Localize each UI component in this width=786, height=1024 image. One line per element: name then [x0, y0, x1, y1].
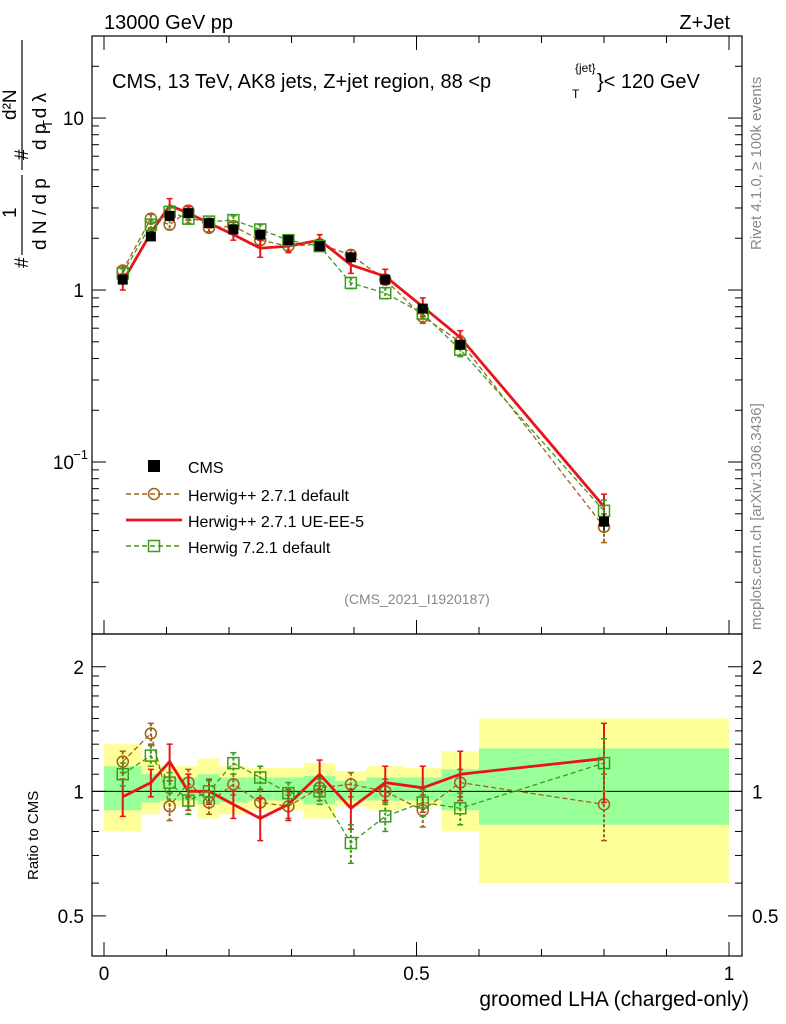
cms-data-point — [117, 274, 128, 285]
data-point-square — [597, 756, 611, 770]
cms-data-point — [204, 218, 214, 229]
cms-data-point — [183, 208, 194, 219]
ratio-data-layer — [116, 722, 611, 865]
ratio-y-tick-label: 0.5 — [58, 907, 84, 928]
cms-data-point — [228, 224, 239, 235]
data-point-square — [182, 794, 195, 807]
header-right: Z+Jet — [679, 12, 730, 34]
main-title-superscript: {jet} — [575, 61, 596, 75]
legend: CMS Herwig++ 2.7.1 default Herwig++ 2.7.1 … — [126, 460, 364, 557]
ratio-y-tick-label-right: 2 — [752, 658, 763, 679]
ratio-herwig-2-7-1-ue-ee-5-line — [122, 757, 605, 821]
y-label-hash-1: # — [12, 257, 33, 268]
mcplots-label: mcplots.cern.ch [arXiv:1306.3436] — [748, 403, 765, 630]
ratio-y-tick-label: 1 — [73, 782, 84, 803]
data-point-square — [344, 276, 358, 290]
x-tick-label: 0 — [99, 964, 110, 985]
y-tick-label: 10 — [63, 109, 84, 130]
cms-data-point — [145, 231, 156, 242]
ratio-y-tick-label-right: 1 — [752, 782, 763, 803]
data-point-square — [313, 239, 326, 253]
data-point-square — [227, 756, 240, 770]
legend-label: CMS — [188, 460, 224, 477]
cms-data-point — [255, 229, 266, 240]
legend-label: Herwig 7.2.1 default — [188, 540, 331, 557]
x-tick-label: 0.5 — [403, 964, 429, 985]
data-point-square — [313, 785, 326, 798]
data-point-square — [163, 776, 176, 789]
legend-label: Herwig++ 2.7.1 UE-EE-5 — [188, 514, 364, 531]
cms-data-point — [345, 252, 356, 263]
data-point-square — [416, 796, 429, 809]
ratio-y-tick-label-right: 0.5 — [752, 907, 778, 928]
rivet-version-label: Rivet 4.1.0, ≥ 100k events — [748, 77, 765, 250]
y-tick-label: 10 — [53, 453, 74, 474]
main-title-tail: }< 120 GeV — [597, 71, 701, 93]
data-point-square — [116, 767, 129, 781]
data-point-square — [254, 771, 267, 784]
main-title-text: CMS, 13 TeV, AK8 jets, Z+jet region, 88 … — [112, 71, 491, 93]
y-label-one: 1 — [0, 207, 21, 218]
data-point-square — [282, 786, 295, 800]
data-point-square — [144, 749, 158, 762]
legend-label: Herwig++ 2.7.1 default — [188, 488, 350, 505]
y-tick-exponent: −1 — [73, 447, 88, 462]
y-label-denominator: d N / d p — [30, 178, 51, 250]
analysis-id: (CMS_2021_I1920187) — [344, 591, 490, 607]
cms-data-point — [164, 210, 175, 221]
cms-data-point — [314, 241, 325, 252]
main-y-axis-label: # 1 d N / d p # d²N d p d λ T — [0, 40, 55, 268]
main-title: CMS, 13 TeV, AK8 jets, Z+jet region, 88 … — [112, 61, 701, 101]
data-point-square — [379, 810, 392, 823]
data-point-square — [379, 286, 392, 300]
y-label-d-pt-dl: d p d λ — [30, 92, 51, 150]
main-title-subscript: T — [572, 87, 580, 101]
cms-data-point — [283, 235, 294, 246]
ratio-y-tick-label: 2 — [73, 658, 84, 679]
cms-data-point — [455, 339, 466, 350]
data-point-circle — [147, 487, 161, 501]
y-tick-label: 1 — [73, 281, 84, 302]
header-left: 13000 GeV pp — [104, 12, 233, 34]
data-point-circle — [144, 727, 158, 740]
legend-marker-cms — [148, 460, 160, 472]
main-data-layer — [116, 197, 611, 544]
cms-data-point — [380, 274, 391, 285]
data-point-square — [344, 836, 358, 850]
data-point-square — [147, 539, 161, 553]
herwig-2-7-1-default-line — [122, 209, 605, 528]
x-axis-label: groomed LHA (charged-only) — [479, 988, 749, 1011]
y-label-T: T — [40, 120, 55, 128]
data-point-square — [202, 785, 216, 798]
data-point-circle — [116, 755, 129, 768]
ratio-y-axis-label: Ratio to CMS — [25, 791, 42, 880]
data-point-square — [144, 218, 158, 231]
y-label-numerator: d²N — [0, 89, 21, 120]
data-point-square — [454, 802, 467, 815]
cms-data-point — [417, 303, 428, 314]
x-tick-label: 1 — [724, 964, 735, 985]
cms-data-point — [599, 516, 609, 527]
data-point-circle — [227, 778, 240, 791]
data-point-circle — [163, 800, 176, 813]
data-point-square — [282, 233, 295, 247]
